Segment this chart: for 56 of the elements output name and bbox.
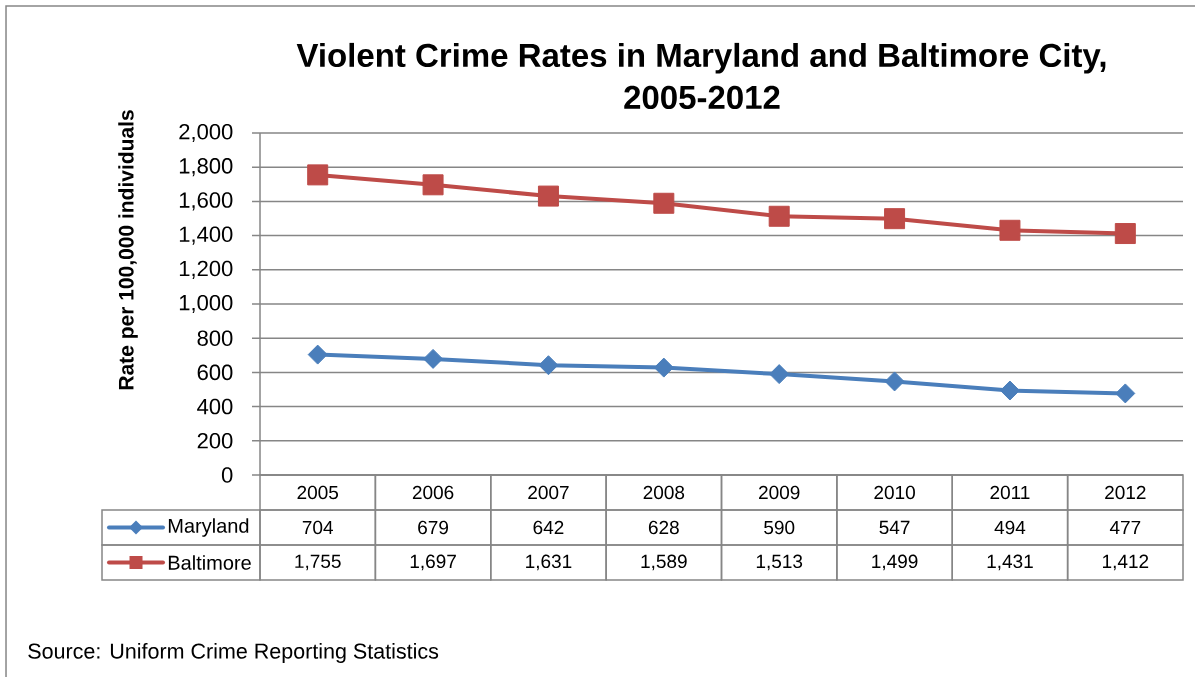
y-tick-label: 400 [197, 398, 233, 415]
data-label: 628 [648, 520, 679, 535]
point [653, 357, 674, 378]
data-label: 547 [879, 520, 910, 535]
point [768, 205, 790, 227]
point [653, 192, 675, 214]
data-label: 642 [533, 520, 564, 535]
point [537, 185, 559, 207]
data-label: 1,697 [410, 554, 456, 571]
y-tick-label: 1,400 [179, 226, 233, 245]
x-tick-label: 2006 [412, 485, 454, 500]
data-label: 1,589 [641, 554, 687, 571]
x-tick-label: 2012 [1105, 485, 1146, 500]
point [769, 364, 790, 385]
y-tick-label: 0 [221, 467, 233, 483]
point [999, 380, 1020, 401]
point [422, 174, 444, 196]
legend-label: Maryland [168, 518, 249, 537]
point [423, 348, 444, 369]
point [1114, 223, 1136, 245]
point [884, 371, 905, 392]
data-label: 1,499 [872, 554, 918, 571]
data-label: 590 [764, 520, 795, 535]
point [1115, 383, 1136, 404]
x-tick-label: 2005 [297, 485, 339, 500]
data-label: 704 [302, 520, 333, 535]
x-tick-label: 2007 [528, 485, 569, 500]
data-label: 1,755 [295, 554, 341, 571]
legend-label: Baltimore [168, 555, 251, 570]
y-tick-label: 1,000 [179, 294, 233, 314]
y-tick-label: 800 [197, 330, 233, 346]
y-tick-label: 1,600 [179, 192, 233, 211]
source-note: Source: Uniform Crime Reporting Statistics [28, 642, 439, 663]
y-tick-label: 200 [197, 432, 233, 449]
point [538, 355, 559, 376]
point [307, 164, 329, 186]
y-axis-title: Rate per 100,000 individuals [118, 110, 138, 390]
data-label: 679 [418, 520, 449, 535]
data-label: 494 [994, 520, 1026, 535]
data-label: 1,412 [1102, 554, 1149, 571]
data-label: 477 [1109, 520, 1141, 535]
x-tick-label: 2010 [874, 485, 915, 500]
point [307, 344, 328, 365]
data-label: 1,431 [987, 554, 1033, 571]
y-tick-label: 2,000 [179, 123, 233, 143]
data-label: 1,513 [756, 554, 803, 571]
x-tick-label: 2009 [759, 485, 800, 500]
y-tick-label: 1,200 [179, 260, 233, 279]
x-tick-label: 2011 [990, 485, 1030, 500]
x-tick-label: 2008 [643, 485, 685, 500]
y-tick-label: 600 [197, 364, 233, 381]
point [884, 208, 906, 230]
data-label: 1,631 [526, 554, 572, 571]
y-tick-label: 1,800 [179, 158, 233, 177]
chart-title: Violent Crime Rates in Maryland and Baltimore City, 2005-2012 [296, 42, 1106, 110]
point [999, 219, 1021, 241]
